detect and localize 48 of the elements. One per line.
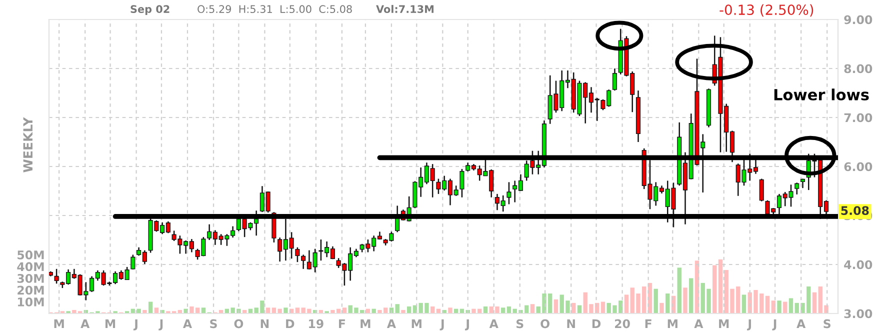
y-tick-label: 7.00: [844, 113, 872, 122]
text: Vol:7.13M: [376, 4, 434, 14]
x-tick-label: F: [338, 319, 345, 328]
x-tick-label: S: [516, 319, 524, 328]
x-tick-label: 19: [309, 319, 324, 328]
x-tick-label: S: [824, 319, 830, 328]
x-tick-label: D: [592, 319, 601, 328]
x-tick-label: A: [694, 319, 704, 328]
text: -0.13 (2.50%): [720, 4, 814, 17]
x-tick-label: M: [719, 319, 729, 328]
y2-tick-label: 20M: [18, 286, 44, 295]
x-tick-label: M: [54, 319, 64, 328]
x-tick-label: O: [540, 319, 550, 328]
text: O:5.29 H:5.31 L:5.00 C:5.08: [198, 5, 352, 14]
y-tick-label: 9.00: [844, 15, 872, 24]
annotation: Lower lows: [774, 88, 869, 100]
text: Sep 02: [130, 5, 170, 16]
x-tick-label: A: [182, 319, 192, 328]
y2-tick-label: 30M: [17, 274, 44, 283]
y-tick-label: 6.00: [844, 162, 872, 172]
x-tick-label: J: [133, 319, 138, 330]
y2-tick-label: 40M: [17, 262, 44, 272]
x-tick-label: N: [260, 319, 269, 328]
x-tick-label: A: [796, 319, 806, 328]
y-tick-label: 4.00: [844, 260, 872, 270]
y2-tick-label: 50M: [18, 250, 44, 260]
x-tick-label: O: [234, 319, 244, 328]
x-tick-label: J: [158, 319, 163, 330]
x-tick-label: F: [645, 319, 652, 328]
x-tick-label: J: [440, 319, 444, 330]
x-tick-label: J: [772, 319, 776, 330]
y-tick-label: 3.00: [844, 309, 872, 318]
x-tick-label: S: [210, 319, 217, 328]
x-tick-label: M: [360, 319, 370, 328]
x-tick-label: M: [668, 319, 678, 328]
x-tick-label: A: [489, 319, 498, 328]
x-tick-label: M: [412, 319, 422, 328]
text: WEEKLY: [23, 117, 32, 172]
x-tick-label: M: [105, 319, 116, 328]
x-tick-label: 20: [615, 319, 630, 328]
x-tick-label: A: [80, 319, 90, 328]
x-tick-label: J: [747, 319, 751, 330]
y-tick-label: 8.00: [844, 64, 872, 74]
x-tick-label: D: [286, 319, 294, 328]
x-tick-label: A: [386, 319, 396, 328]
y2-tick-label: 10M: [18, 297, 44, 306]
x-tick-label: N: [567, 319, 575, 328]
x-tick-label: J: [464, 319, 469, 330]
